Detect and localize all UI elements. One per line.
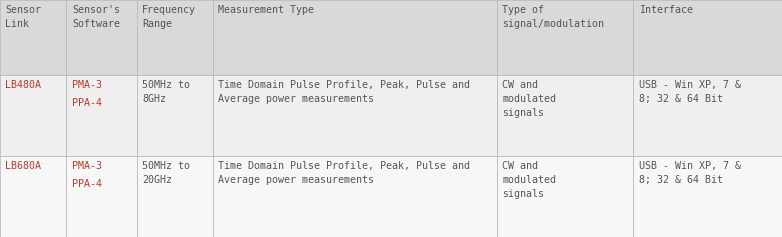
Bar bbox=[0, 0, 66, 75]
Text: CW and
modulated
signals: CW and modulated signals bbox=[502, 161, 556, 199]
Text: Time Domain Pulse Profile, Peak, Pulse and
Average power measurements: Time Domain Pulse Profile, Peak, Pulse a… bbox=[218, 161, 470, 185]
Bar bbox=[633, 75, 782, 156]
Bar bbox=[213, 75, 497, 156]
Text: 50MHz to
20GHz: 50MHz to 20GHz bbox=[142, 161, 190, 185]
Bar bbox=[497, 156, 633, 237]
Text: PMA-3
PPA-4: PMA-3 PPA-4 bbox=[72, 161, 102, 189]
Bar bbox=[213, 156, 497, 237]
Text: Type of
signal/modulation: Type of signal/modulation bbox=[502, 5, 604, 29]
Text: Interface: Interface bbox=[639, 5, 693, 15]
Bar bbox=[137, 156, 213, 237]
Bar bbox=[497, 75, 633, 156]
Bar bbox=[0, 75, 66, 156]
Bar bbox=[137, 75, 213, 156]
Bar bbox=[213, 0, 497, 75]
Bar bbox=[633, 156, 782, 237]
Text: LB480A: LB480A bbox=[5, 80, 41, 90]
Bar bbox=[66, 75, 137, 156]
Bar bbox=[497, 0, 633, 75]
Bar bbox=[0, 156, 66, 237]
Text: Frequency
Range: Frequency Range bbox=[142, 5, 196, 29]
Text: PMA-3
PPA-4: PMA-3 PPA-4 bbox=[72, 80, 102, 108]
Text: Sensor's
Software: Sensor's Software bbox=[72, 5, 120, 29]
Text: USB - Win XP, 7 &
8; 32 & 64 Bit: USB - Win XP, 7 & 8; 32 & 64 Bit bbox=[639, 80, 741, 104]
Text: CW and
modulated
signals: CW and modulated signals bbox=[502, 80, 556, 118]
Text: LB680A: LB680A bbox=[5, 161, 41, 171]
Text: Measurement Type: Measurement Type bbox=[218, 5, 314, 15]
Bar bbox=[66, 156, 137, 237]
Bar bbox=[66, 0, 137, 75]
Text: Sensor
Link: Sensor Link bbox=[5, 5, 41, 29]
Bar bbox=[633, 0, 782, 75]
Text: USB - Win XP, 7 &
8; 32 & 64 Bit: USB - Win XP, 7 & 8; 32 & 64 Bit bbox=[639, 161, 741, 185]
Text: Time Domain Pulse Profile, Peak, Pulse and
Average power measurements: Time Domain Pulse Profile, Peak, Pulse a… bbox=[218, 80, 470, 104]
Text: 50MHz to
8GHz: 50MHz to 8GHz bbox=[142, 80, 190, 104]
Bar bbox=[137, 0, 213, 75]
